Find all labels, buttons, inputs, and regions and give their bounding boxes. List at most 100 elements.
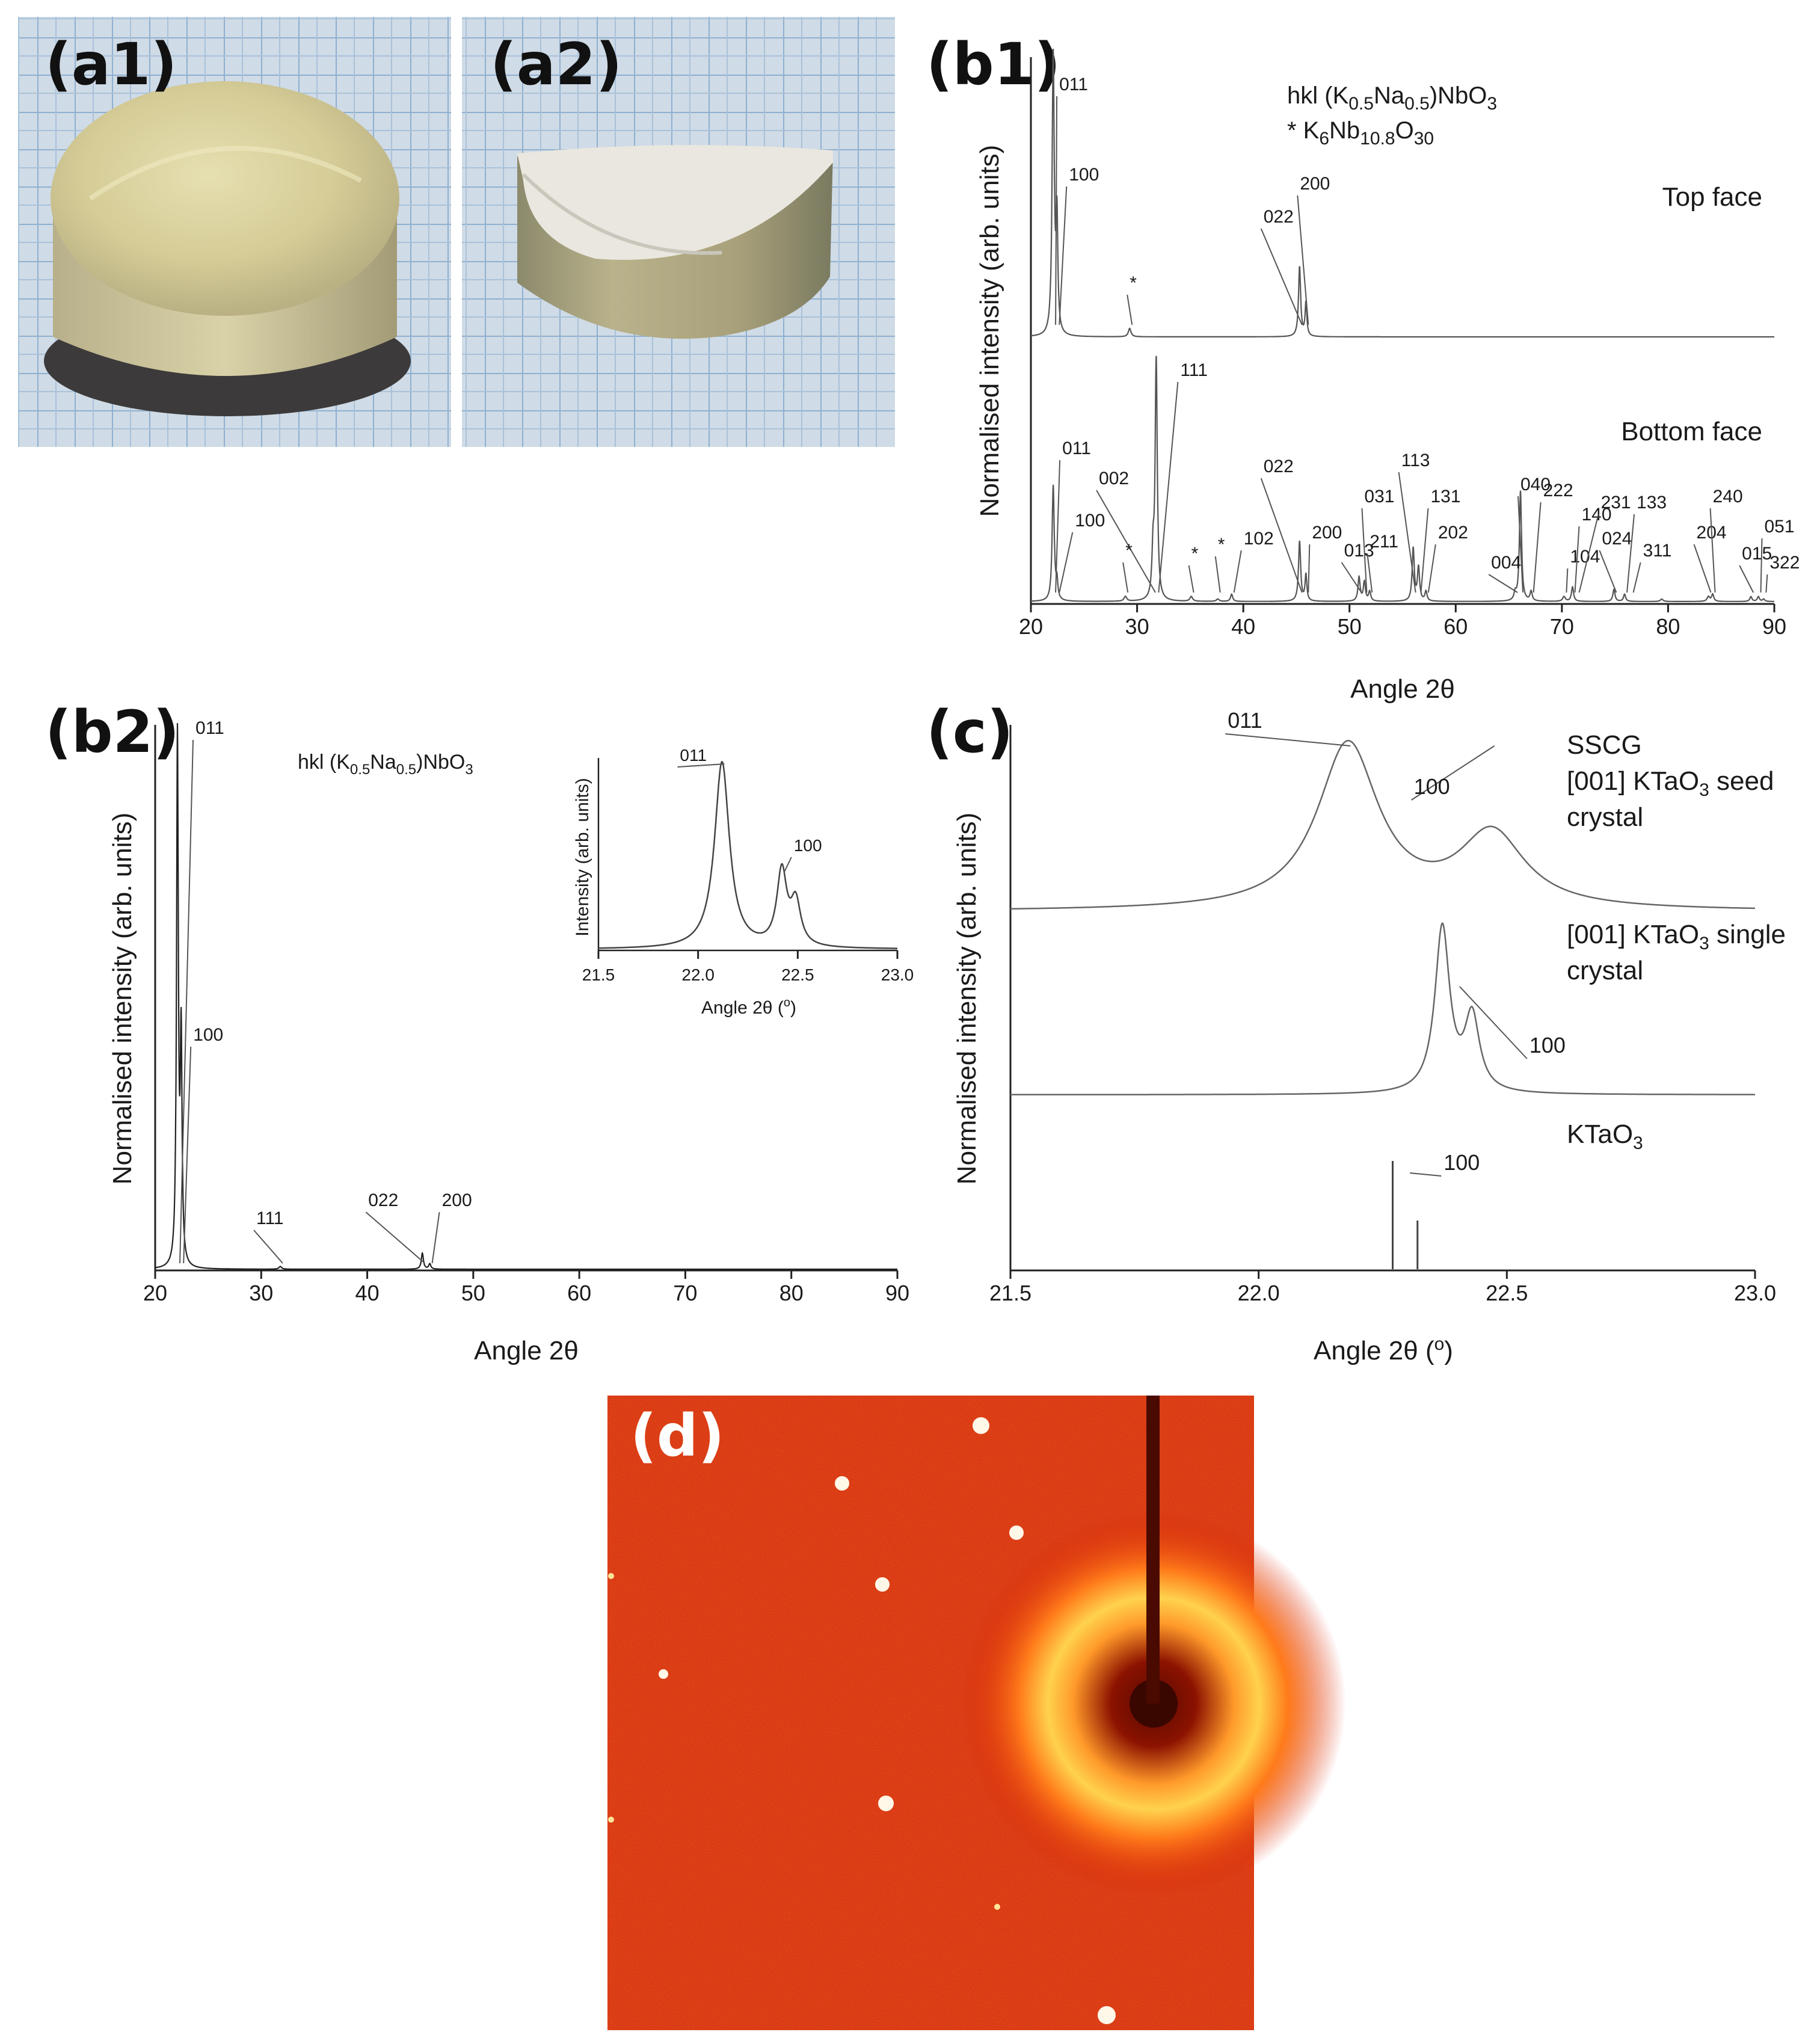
b1-top-leader xyxy=(1297,195,1309,325)
b2-inset-line xyxy=(598,760,897,949)
b2-leader xyxy=(365,1211,425,1264)
b1-bot-leader xyxy=(1059,532,1074,593)
b1-top-peak-label: 022 xyxy=(1264,207,1294,227)
c-series-2-line xyxy=(1010,922,1755,1096)
b1-bot-peak-label: * xyxy=(1218,535,1225,555)
b2-tick-label: 70 xyxy=(673,1281,697,1305)
b1-series-top-name: Top face xyxy=(1662,182,1762,212)
b1-series-bottom-line xyxy=(1031,356,1774,602)
b2-tick-label: 30 xyxy=(249,1281,273,1305)
b1-tick-label: 80 xyxy=(1656,614,1680,639)
photo-a2: (a2) xyxy=(462,17,895,447)
diffraction-spot xyxy=(835,1476,849,1491)
b1-bot-peak-label: 231 xyxy=(1601,493,1631,513)
disk-top xyxy=(51,81,399,316)
b1-bot-leader xyxy=(1341,562,1362,593)
b1-bot-leader xyxy=(1488,574,1518,593)
diffraction-spot xyxy=(878,1796,894,1811)
b1-bot-peak-label: 002 xyxy=(1099,469,1129,488)
panel-label-d: (d) xyxy=(630,1402,724,1470)
b2-inset-peak-label: 100 xyxy=(794,836,822,855)
b1-bot-peak-label: 131 xyxy=(1430,487,1460,506)
b1-bot-peak-label: 113 xyxy=(1401,451,1430,470)
b1-bot-peak-label: 211 xyxy=(1370,532,1398,552)
b2-tick-label: 40 xyxy=(355,1281,380,1305)
b1-bot-peak-label: 031 xyxy=(1364,487,1394,506)
diffraction-spots xyxy=(608,1417,1116,2024)
b1-tick-label: 20 xyxy=(1019,614,1043,639)
c-s1-peak-label: 011 xyxy=(1228,708,1262,733)
b1-bot-leader xyxy=(1233,550,1242,593)
b2-tick-label: 60 xyxy=(567,1281,591,1305)
c-y-label: Normalised intensity (arb. units) xyxy=(952,813,982,1185)
b1-tick-label: 60 xyxy=(1443,614,1468,639)
b1-bot-leader xyxy=(1765,574,1768,593)
b1-tick-label: 30 xyxy=(1125,614,1149,639)
b1-bot-leader xyxy=(1096,490,1156,593)
b2-inset-peak-label: 011 xyxy=(680,746,707,765)
b1-bot-leader xyxy=(1632,562,1641,593)
b1-tick-label: 70 xyxy=(1550,614,1574,639)
c-series-2-label-a: [001] KTaO3 single xyxy=(1567,920,1786,953)
b1-bot-leader xyxy=(1760,538,1763,593)
b1-bot-peak-label: * xyxy=(1191,544,1199,564)
b1-bot-peak-label: 104 xyxy=(1570,547,1600,567)
b1-bot-leader xyxy=(1578,514,1599,593)
b1-series-bottom-name: Bottom face xyxy=(1621,417,1762,446)
diffraction-spot xyxy=(608,1817,614,1823)
c-tick-label: 21.5 xyxy=(989,1281,1031,1305)
b1-bot-peak-label: 322 xyxy=(1769,553,1800,573)
b2-peak-label: 200 xyxy=(442,1190,472,1210)
b1-bot-peak-label: 240 xyxy=(1713,487,1743,506)
b1-top-leader xyxy=(1055,96,1058,325)
beam-stop xyxy=(1146,1396,1160,1704)
chart-b2: (b2) 20 30 40 50 60 70 80 90 Angle 2θ Normalise… xyxy=(45,698,914,1365)
b1-legend-line-1: hkl (K0.5Na0.5)NbO3 xyxy=(1287,82,1497,114)
b1-bot-leader xyxy=(1427,544,1436,593)
b2-leader xyxy=(179,739,194,1264)
b1-bot-leader xyxy=(1693,544,1712,593)
c-s3-leader xyxy=(1410,1172,1442,1177)
panel-label-a1: (a1) xyxy=(45,31,177,98)
b2-inset-leader xyxy=(677,763,725,768)
diffraction-spot xyxy=(1009,1525,1024,1540)
b1-bot-leader xyxy=(1566,568,1569,593)
b1-bot-leader xyxy=(1361,508,1368,593)
b1-bot-peak-label: * xyxy=(1125,541,1133,561)
b1-tick-label: 40 xyxy=(1231,614,1255,639)
b1-top-peak-label: 011 xyxy=(1059,75,1088,94)
b2-series-line xyxy=(155,723,897,1270)
b1-bot-peak-label: 133 xyxy=(1637,493,1667,513)
c-x-label: Angle 2θ (o) xyxy=(1314,1334,1453,1365)
b1-bot-leader xyxy=(1308,544,1311,593)
b1-bot-leader xyxy=(1517,496,1523,593)
b2-leader xyxy=(253,1230,283,1264)
b1-top-leader xyxy=(1059,186,1068,325)
b1-bot-leader xyxy=(1626,514,1635,593)
b1-bot-leader xyxy=(1122,562,1129,593)
b1-top-peak-label: * xyxy=(1130,273,1137,293)
b1-bot-peak-label: 022 xyxy=(1264,457,1294,476)
diffraction-spot xyxy=(875,1577,890,1592)
c-tick-label: 22.0 xyxy=(1238,1281,1280,1305)
b1-bot-peak-label: 202 xyxy=(1438,523,1468,543)
b1-bot-peak-label: 013 xyxy=(1344,541,1374,561)
b1-top-peak-label: 100 xyxy=(1069,165,1099,185)
b2-inset-x-label: Angle 2θ (o) xyxy=(701,996,796,1018)
b2-inset-tick-label: 21.5 xyxy=(582,965,615,984)
c-s3-peak-label: 100 xyxy=(1443,1150,1480,1175)
b2-peak-label: 011 xyxy=(195,718,224,738)
b1-tick-label: 50 xyxy=(1338,614,1362,639)
c-tick-label: 22.5 xyxy=(1486,1281,1528,1305)
b1-bot-peak-label: 024 xyxy=(1602,529,1632,549)
c-series-3-label: KTaO3 xyxy=(1567,1119,1643,1153)
b2-tick-label: 20 xyxy=(143,1281,167,1305)
b2-inset-leader xyxy=(783,857,792,873)
b1-bot-leader xyxy=(1739,565,1754,593)
b1-bot-leader xyxy=(1158,381,1179,593)
b1-bot-leader xyxy=(1367,553,1373,593)
c-series-1-label-a: SSCG xyxy=(1567,730,1642,760)
panel-label-b1: (b1) xyxy=(926,31,1060,98)
b1-bot-peak-label: 040 xyxy=(1520,475,1551,494)
